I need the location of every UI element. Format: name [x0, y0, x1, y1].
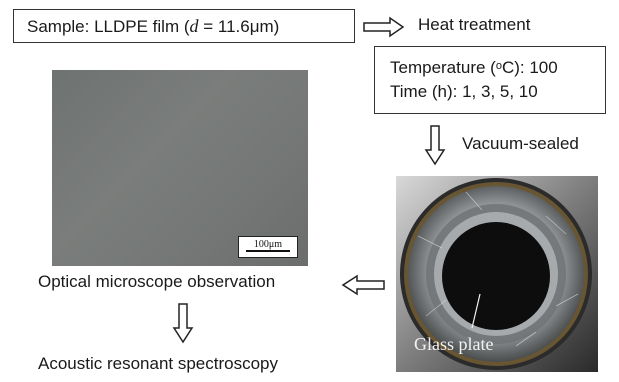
scale-bar-label: 100μm — [253, 239, 283, 250]
acoustic-spectroscopy-label: Acoustic resonant spectroscopy — [38, 354, 279, 373]
temperature-unit: C): 100 — [501, 58, 558, 77]
microscope-image: 100μm — [52, 70, 308, 266]
time-line: Time (h): 1, 3, 5, 10 — [390, 82, 538, 101]
arrow-down-icon — [424, 125, 446, 166]
scale-bar: 100μm — [238, 236, 298, 258]
temperature-line: Temperature (oC): 100 — [390, 56, 605, 80]
arrow-left-icon — [341, 274, 385, 296]
vacuum-sealed-photo: Glass plate — [396, 176, 598, 372]
optical-observation-label: Optical microscope observation — [38, 272, 276, 291]
glass-plate-label: Glass plate — [414, 334, 494, 354]
sample-suffix: = 11.6μm) — [198, 17, 280, 36]
scale-bar-line — [246, 250, 290, 252]
heat-treatment-label: Heat treatment — [418, 15, 531, 34]
vacuum-sealed-label: Vacuum-sealed — [462, 134, 579, 153]
temperature-label: Temperature ( — [390, 58, 496, 77]
arrow-right-icon — [363, 16, 405, 38]
arrow-down-icon — [172, 303, 194, 344]
conditions-box: Temperature (oC): 100 Time (h): 1, 3, 5,… — [374, 46, 606, 114]
sample-thickness-var: d — [189, 16, 199, 36]
sample-box: Sample: LLDPE film (d = 11.6μm) — [13, 9, 355, 43]
degree-sup: o — [495, 60, 502, 72]
sealed-cell-drawing — [396, 176, 598, 372]
sample-prefix: Sample: LLDPE film ( — [27, 17, 190, 36]
